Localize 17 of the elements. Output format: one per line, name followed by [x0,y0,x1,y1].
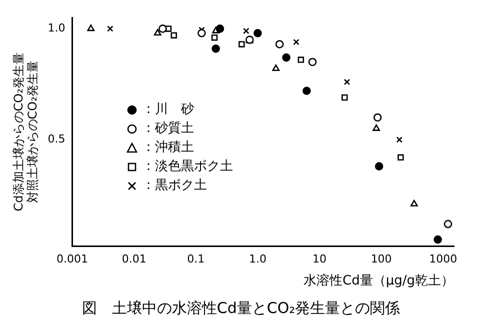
text: 対照土壌からのCO₂発生量 [26,60,40,204]
x-tick-label: 100 [370,252,392,266]
legend-label: ：川 砂 [142,101,194,119]
y-tick-label: 0.5 [48,132,66,146]
legend-label: ：黒ボク土 [142,177,207,195]
x-tick-label: 1.0 [248,252,266,266]
x-tick-label: 0.001 [56,252,88,266]
x-axis-title: 水溶性Cd量（μg/g乾土） [304,272,454,289]
x-tick-label: 10 [312,252,327,266]
text: 図 土壌中の水溶性Cd量とCO₂発生量との関係 [80,299,402,318]
y-axis-title: Cd添加土壌からのCO₂発生量 [11,52,26,212]
x-tick-label: 0.1 [187,252,205,266]
legend-label: ：沖積土 [142,139,194,157]
x-tick-label: 1000 [429,252,458,266]
legend-label: ：砂質土 [142,120,194,138]
x-tick-label: 0.01 [122,252,146,266]
legend-label: ：淡色黒ボク土 [142,158,233,176]
